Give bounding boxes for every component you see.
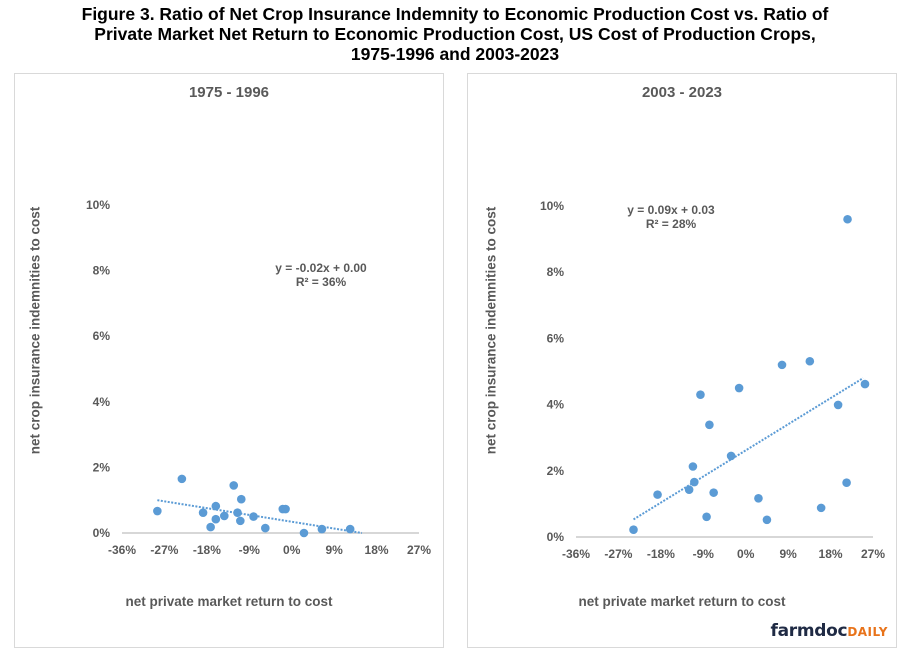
x-tick-label: -18% [193, 543, 221, 557]
data-point [249, 512, 258, 521]
data-point [317, 524, 327, 534]
r-squared-label: R² = 28% [646, 217, 697, 231]
x-tick-label: -36% [562, 547, 590, 561]
figure-title: Figure 3. Ratio of Net Crop Insurance In… [0, 4, 910, 64]
x-tick-label: 9% [779, 547, 797, 561]
chart-panel-2003-2023: 2003 - 2023 net crop insurance indemniti… [467, 73, 897, 648]
figure-title-line-3: 1975-1996 and 2003-2023 [350, 44, 560, 64]
x-tick-label: -27% [604, 547, 632, 561]
scatter-plot: 0% 2% 4% 6% 8% 10% -36% -27% -18% -9% 0% 9% 18% 27% y … [86, 198, 431, 557]
data-point [754, 493, 763, 503]
x-tick-label: -18% [647, 547, 675, 561]
data-point [220, 511, 229, 521]
y-tick-label: 10% [540, 199, 564, 213]
data-point [653, 490, 662, 499]
data-point [211, 501, 221, 511]
logo-accent-text: DAILY [847, 625, 888, 639]
y-tick-label: 4% [547, 398, 565, 412]
data-point [233, 508, 242, 517]
y-tick-label: 2% [93, 460, 111, 474]
y-tick-label: 6% [547, 331, 565, 345]
logo-main-text: farmdoc [770, 621, 848, 641]
data-point [843, 214, 852, 224]
figure-title-line-2: Private Market Net Return to Economic Pr… [94, 24, 816, 44]
data-point [702, 512, 711, 522]
trendline [632, 377, 864, 521]
trendline-equation: y = 0.09x + 0.03 [627, 203, 715, 217]
chart-title: 2003 - 2023 [641, 84, 723, 101]
data-point [762, 515, 772, 525]
chart-panel-1975-1996: 1975 - 1996 net crop insurance indemniti… [14, 73, 444, 648]
data-point [261, 523, 270, 533]
trendline [157, 499, 363, 534]
data-point [281, 504, 290, 514]
data-point [705, 420, 714, 430]
x-tick-label: 9% [325, 543, 343, 557]
x-tick-label: -27% [150, 543, 178, 557]
y-tick-label: 6% [93, 329, 111, 343]
x-tick-label: 18% [365, 543, 389, 557]
trendline-equation: y = -0.02x + 0.00 [275, 261, 367, 275]
figure-title-line-1: Figure 3. Ratio of Net Crop Insurance In… [81, 4, 829, 24]
data-point [734, 383, 744, 393]
chart-title: 1975 - 1996 [188, 84, 270, 101]
x-tick-label: 18% [819, 547, 843, 561]
y-tick-label: 2% [547, 464, 565, 478]
scatter-plot: 0% 2% 4% 6% 8% 10% -36% -27% -18% -9% 0% 9% 18% 27% y … [540, 199, 885, 561]
data-point [198, 508, 208, 517]
data-point [177, 474, 187, 484]
x-axis-label: net private market return to cost [125, 594, 333, 609]
data-point [236, 516, 245, 526]
data-point [206, 522, 215, 532]
y-tick-label: 0% [547, 530, 565, 544]
data-point [833, 400, 843, 410]
y-tick-label: 8% [547, 265, 565, 279]
x-tick-label: 0% [737, 547, 755, 561]
x-tick-label: 27% [407, 543, 431, 557]
x-tick-label: -36% [108, 543, 136, 557]
data-point [805, 356, 815, 366]
y-tick-label: 10% [86, 198, 110, 212]
data-point [299, 528, 309, 538]
data-point [816, 503, 826, 513]
x-tick-label: 0% [283, 543, 301, 557]
data-point [842, 478, 851, 488]
x-tick-label: -9% [239, 543, 261, 557]
data-point [777, 360, 787, 370]
data-point [726, 451, 736, 461]
y-tick-label: 0% [93, 526, 111, 540]
data-point [688, 462, 698, 471]
y-tick-label: 8% [93, 264, 111, 278]
data-point [153, 506, 162, 516]
data-point [709, 488, 718, 497]
data-point [860, 379, 870, 389]
y-tick-label: 4% [93, 395, 111, 409]
r-squared-label: R² = 36% [296, 275, 347, 289]
data-point [684, 485, 694, 494]
x-tick-label: -9% [693, 547, 715, 561]
farmdoc-daily-logo: farmdocDAILY [771, 621, 888, 641]
data-point [690, 477, 699, 487]
x-tick-label: 27% [861, 547, 885, 561]
data-point [696, 390, 705, 399]
data-point [236, 494, 246, 504]
data-point [211, 514, 221, 524]
data-point [345, 524, 355, 534]
data-point [229, 481, 239, 490]
x-axis-label: net private market return to cost [578, 594, 786, 609]
data-point [629, 525, 638, 535]
